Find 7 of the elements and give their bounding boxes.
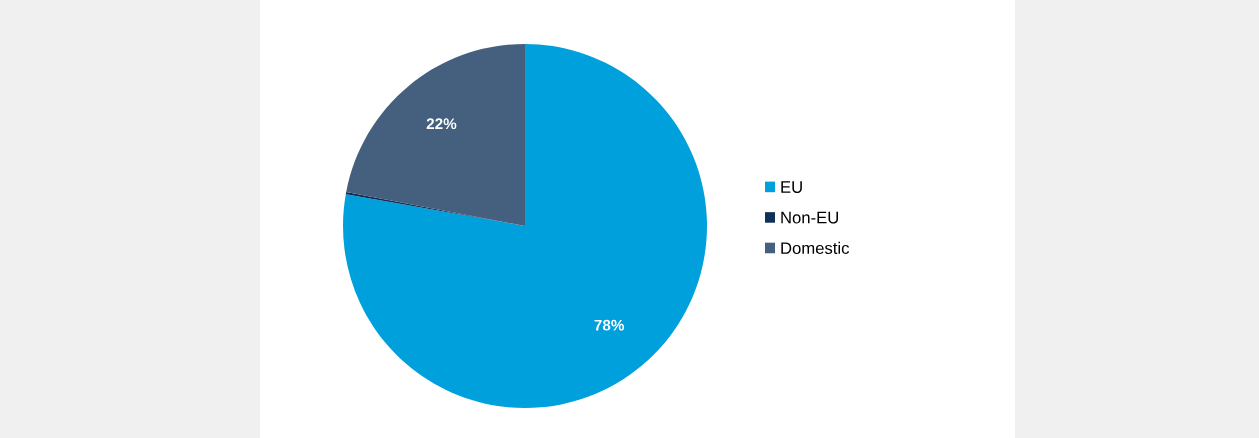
pie-slice	[346, 44, 525, 226]
data-label: 22%	[426, 118, 457, 130]
pie-slice	[343, 44, 707, 408]
data-label: 78%	[594, 319, 625, 331]
legend-label: Non-EU	[781, 211, 838, 224]
legend-label: EU	[781, 181, 802, 193]
legend-label: Domestic	[781, 241, 850, 255]
